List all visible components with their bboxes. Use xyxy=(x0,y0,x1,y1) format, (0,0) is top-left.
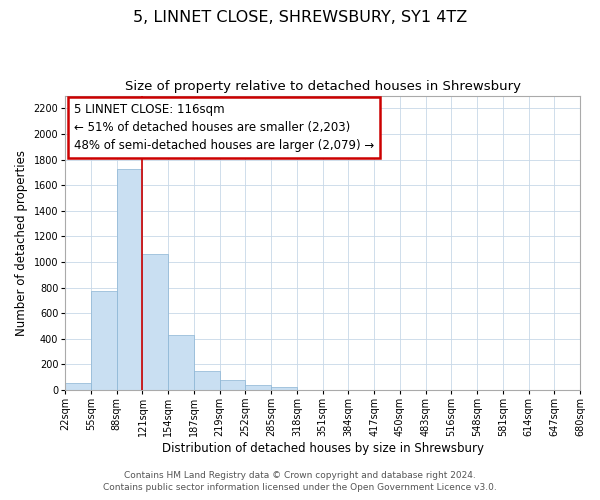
Bar xyxy=(271,387,297,390)
Bar xyxy=(194,371,220,390)
Bar xyxy=(168,335,194,390)
Bar xyxy=(65,382,91,390)
Y-axis label: Number of detached properties: Number of detached properties xyxy=(15,150,28,336)
Bar xyxy=(142,254,168,390)
Text: 5 LINNET CLOSE: 116sqm
← 51% of detached houses are smaller (2,203)
48% of semi-: 5 LINNET CLOSE: 116sqm ← 51% of detached… xyxy=(74,103,374,152)
Bar xyxy=(117,168,142,390)
Bar xyxy=(91,292,117,390)
Text: 5, LINNET CLOSE, SHREWSBURY, SY1 4TZ: 5, LINNET CLOSE, SHREWSBURY, SY1 4TZ xyxy=(133,10,467,25)
Bar xyxy=(245,385,271,390)
Title: Size of property relative to detached houses in Shrewsbury: Size of property relative to detached ho… xyxy=(125,80,521,93)
Text: Contains HM Land Registry data © Crown copyright and database right 2024.
Contai: Contains HM Land Registry data © Crown c… xyxy=(103,471,497,492)
Bar xyxy=(220,380,245,390)
X-axis label: Distribution of detached houses by size in Shrewsbury: Distribution of detached houses by size … xyxy=(161,442,484,455)
